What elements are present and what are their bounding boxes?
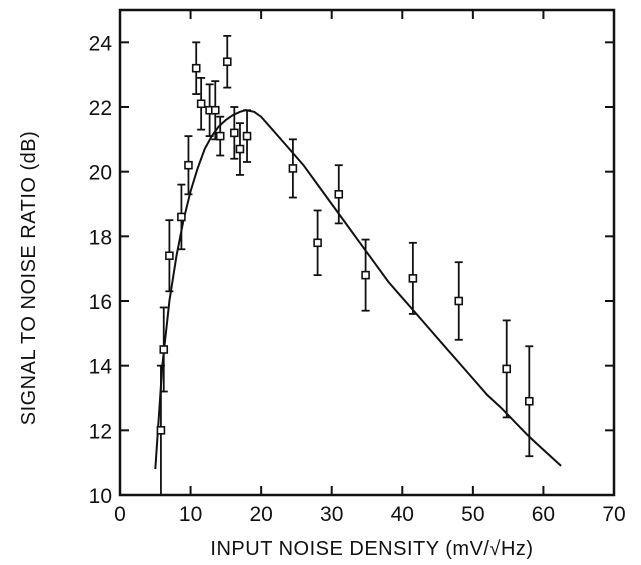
point-marker (502, 364, 512, 374)
data-point (454, 261, 464, 341)
data-point (361, 238, 370, 312)
point-marker (313, 238, 322, 248)
data-point (177, 183, 186, 251)
x-tick-label: 70 (602, 503, 625, 526)
data-point (242, 109, 252, 163)
point-marker (165, 251, 174, 261)
y-axis-title: SIGNAL TO NOISE RATIO (dB) (18, 131, 40, 426)
data-point (191, 41, 201, 95)
data-point (334, 164, 344, 225)
y-tick-label: 18 (89, 226, 112, 249)
y-tick-label: 14 (89, 356, 113, 379)
data-point (215, 115, 225, 157)
point-marker (196, 99, 206, 109)
point-marker (454, 296, 464, 306)
y-tick-label: 16 (89, 291, 112, 314)
point-marker (288, 164, 298, 173)
x-axis-ticks: 0 10 20 30 40 50 60 70 (114, 10, 626, 526)
point-marker (525, 396, 534, 406)
point-marker (242, 131, 252, 141)
data-point (230, 106, 239, 160)
y-tick-label: 20 (89, 162, 112, 185)
x-tick-label: 40 (391, 503, 414, 526)
point-marker (230, 128, 239, 138)
y-tick-label: 12 (89, 420, 112, 443)
plot-border (118, 8, 616, 497)
data-point (502, 319, 512, 419)
point-marker (159, 345, 169, 354)
y-tick-label: 10 (89, 485, 112, 508)
point-marker (222, 57, 232, 67)
point-marker (215, 131, 225, 141)
y-axis-ticks: 10 12 14 16 18 20 22 24 (89, 32, 614, 508)
point-marker (361, 270, 370, 280)
data-point (159, 306, 169, 393)
x-tick-label: 0 (114, 503, 126, 526)
data-point (184, 135, 193, 196)
x-tick-label: 30 (320, 503, 343, 526)
point-marker (235, 144, 245, 154)
data-point (525, 345, 534, 458)
point-marker (184, 160, 193, 170)
x-tick-label: 60 (532, 503, 555, 526)
point-marker (191, 63, 201, 73)
point-marker (210, 105, 220, 115)
x-tick-label: 10 (179, 503, 202, 526)
data-point (165, 219, 174, 293)
plot-frame (118, 8, 616, 497)
x-tick-label: 50 (461, 503, 484, 526)
fitted-curve (154, 109, 562, 470)
data-point (408, 241, 418, 315)
point-marker (334, 190, 344, 199)
data-point (196, 77, 206, 131)
fitted-curve-layer (154, 109, 562, 470)
point-marker (177, 212, 186, 222)
y-tick-label: 24 (89, 32, 113, 55)
point-marker (156, 426, 166, 435)
data-point (288, 138, 298, 199)
data-point (235, 122, 245, 176)
data-points-layer (156, 34, 534, 495)
data-point (222, 34, 232, 89)
x-axis-title: INPUT NOISE DENSITY (mV/√Hz) (210, 538, 533, 560)
data-point (313, 209, 322, 277)
y-tick-label: 22 (89, 97, 112, 120)
data-point (210, 80, 220, 141)
x-tick-label: 20 (249, 503, 272, 526)
point-marker (408, 274, 418, 283)
